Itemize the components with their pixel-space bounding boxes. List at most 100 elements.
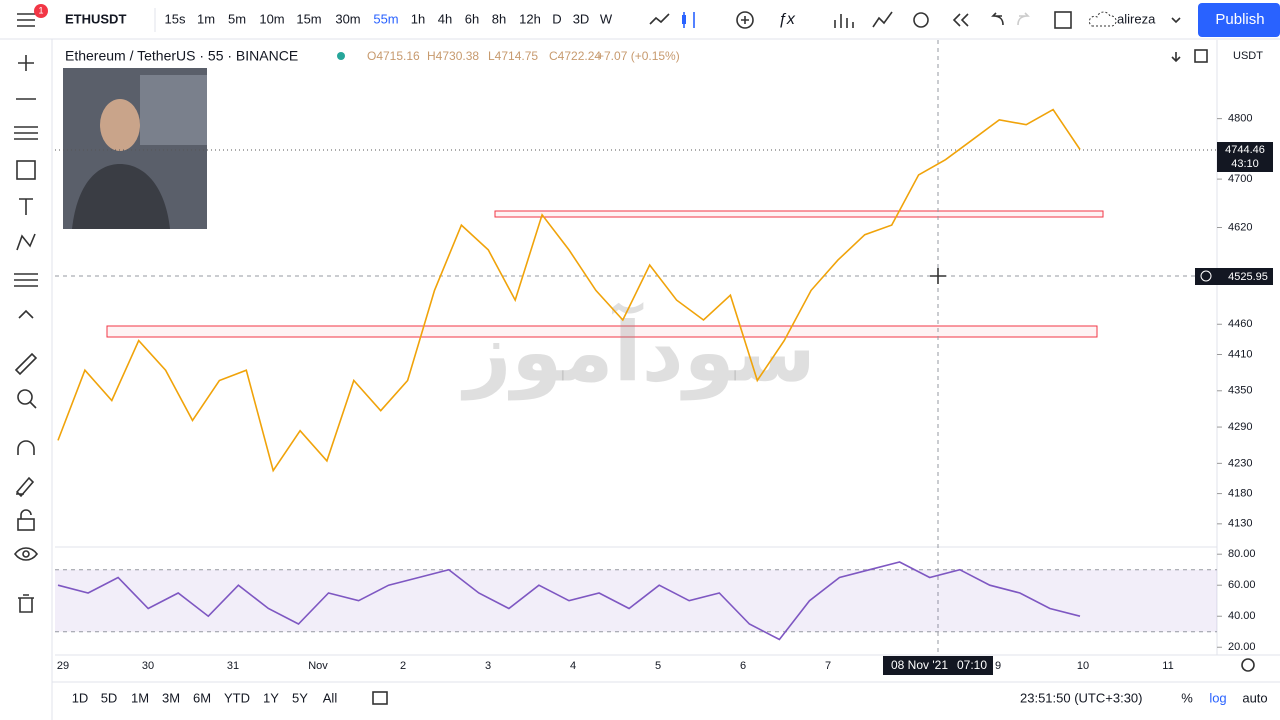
replay-icon[interactable] <box>952 13 969 27</box>
x-tick-label: 29 <box>57 660 69 672</box>
y-tick-label: 20.00 <box>1228 641 1256 653</box>
ohlc-value: L4714.75 <box>488 49 538 63</box>
crosshair-time: 07:10 <box>957 658 987 672</box>
symbol[interactable]: ETHUSDT <box>65 11 126 26</box>
add-indicator[interactable] <box>736 11 754 29</box>
last-price-tag <box>1217 142 1273 172</box>
alert-icon[interactable] <box>913 12 929 28</box>
scroll-button[interactable] <box>1171 52 1181 63</box>
fullscreen-button[interactable] <box>1194 49 1208 63</box>
settings-button[interactable] <box>1241 658 1255 672</box>
interval-button[interactable]: 10m <box>259 11 284 26</box>
range-button[interactable]: 5Y <box>292 690 308 705</box>
x-tick-label: 31 <box>227 660 239 672</box>
interval-button[interactable]: W <box>600 11 613 26</box>
interval-button[interactable]: 8h <box>492 11 506 26</box>
indicators-icon[interactable] <box>834 14 854 28</box>
crosshair-price-tag <box>1195 268 1273 285</box>
compare-icon[interactable] <box>872 11 893 28</box>
webcam-body <box>72 164 170 229</box>
y-tick-label: 80.00 <box>1228 548 1256 560</box>
range-button[interactable]: 3M <box>162 690 180 705</box>
y-tick-label: 4410 <box>1228 348 1252 360</box>
range-button[interactable]: All <box>323 690 338 705</box>
candle-icon-body <box>682 15 686 24</box>
ohlc-value: C4722.24 <box>549 49 601 63</box>
fx-icon[interactable]: ƒx <box>778 11 796 28</box>
interval-button[interactable]: 5m <box>228 11 246 26</box>
user-dropdown[interactable] <box>1171 17 1181 24</box>
add-alert[interactable] <box>1200 270 1212 282</box>
series-line <box>57 108 1081 473</box>
layout-icon[interactable] <box>1054 11 1072 29</box>
currency-label: USDT <box>1233 50 1263 62</box>
range-button[interactable]: 1M <box>131 690 149 705</box>
legend-title: Ethereum / TetherUS · 55 · BINANCE <box>65 48 298 64</box>
support-zone[interactable] <box>106 325 1098 338</box>
x-tick-label: 2 <box>400 660 406 672</box>
x-tick-label: Nov <box>308 660 328 672</box>
range-button[interactable]: 1Y <box>263 690 279 705</box>
x-tick-label: 6 <box>740 660 746 672</box>
interval-button[interactable]: D <box>552 11 561 26</box>
interval-button[interactable]: 15s <box>165 11 186 26</box>
x-tick-label: 4 <box>570 660 576 672</box>
interval-button[interactable]: 1m <box>197 11 215 26</box>
x-tick-label: 5 <box>655 660 661 672</box>
cloud-icon <box>1088 11 1117 27</box>
redo[interactable] <box>1017 12 1030 26</box>
plus <box>741 16 749 24</box>
range-button[interactable]: 1D <box>72 690 89 705</box>
y-tick-label: 40.00 <box>1228 610 1256 622</box>
toolbar-icons: ƒx <box>649 11 1181 29</box>
y-tick-label: 4130 <box>1228 518 1252 530</box>
user-name[interactable]: alireza <box>1117 11 1156 26</box>
series-line <box>57 561 1081 641</box>
interval-button[interactable]: 4h <box>438 11 452 26</box>
menu-button[interactable] <box>17 13 35 27</box>
publish-button[interactable] <box>1198 3 1280 37</box>
notification-count: 1 <box>38 5 43 15</box>
rsi-band <box>55 569 1217 632</box>
y-tick-label: 4700 <box>1228 173 1252 185</box>
interval-button[interactable]: 3D <box>573 11 590 26</box>
y-tick-label: 4290 <box>1228 421 1252 433</box>
interval-button[interactable]: 12h <box>519 11 541 26</box>
log-toggle[interactable]: log <box>1209 690 1226 705</box>
x-tick-label: 10 <box>1077 660 1089 672</box>
resistance-zone[interactable] <box>494 210 1104 218</box>
x-tick-label: 9 <box>995 660 1001 672</box>
crosshair-cursor <box>930 268 946 284</box>
webcam-face <box>100 99 140 151</box>
undo[interactable] <box>991 12 1004 26</box>
range-button[interactable]: 6M <box>193 690 211 705</box>
notification-badge <box>34 4 48 18</box>
ohlc-value: +7.07 (+0.15%) <box>597 49 680 63</box>
market-status <box>337 52 345 60</box>
interval-button[interactable]: 30m <box>335 11 360 26</box>
publish-label[interactable]: Publish <box>1215 11 1264 28</box>
y-tick-label: 4800 <box>1228 113 1252 125</box>
range-button[interactable]: YTD <box>224 690 250 705</box>
auto-toggle[interactable]: auto <box>1242 690 1267 705</box>
y-tick-label: 4620 <box>1228 221 1252 233</box>
interval-button[interactable]: 1h <box>411 11 425 26</box>
x-tick-label: 3 <box>485 660 491 672</box>
percent-toggle[interactable]: % <box>1181 690 1193 705</box>
x-tick-label: 11 <box>1162 660 1173 672</box>
date-range-button[interactable] <box>372 691 388 705</box>
range-button[interactable]: 5D <box>101 690 118 705</box>
interval-button[interactable]: 6h <box>465 11 479 26</box>
crosshair-date: 08 Nov '21 <box>891 658 948 672</box>
ohlc-value: H4730.38 <box>427 49 479 63</box>
clock: 23:51:50 (UTC+3:30) <box>1020 690 1142 705</box>
y-tick-label: 4230 <box>1228 457 1252 469</box>
chart-style[interactable] <box>649 13 670 25</box>
last-price: 4744.46 <box>1225 144 1265 156</box>
y-tick-label: 4180 <box>1228 487 1252 499</box>
interval-button[interactable]: 15m <box>296 11 321 26</box>
interval-button[interactable]: 55m <box>373 11 398 26</box>
drawing-tools[interactable] <box>13 55 39 613</box>
bar-countdown: 43:10 <box>1231 158 1259 170</box>
